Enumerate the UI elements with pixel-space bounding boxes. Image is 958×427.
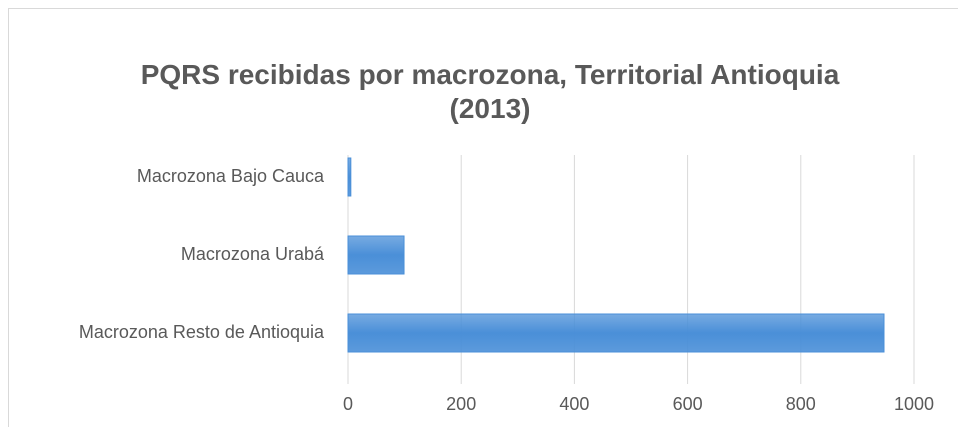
x-tick-label: 800	[786, 394, 816, 414]
x-tick-label: 600	[673, 394, 703, 414]
bar	[347, 157, 352, 197]
x-tick-label: 0	[343, 394, 353, 414]
bar	[347, 313, 885, 353]
y-tick-label: Macrozona Urabá	[181, 244, 325, 264]
y-tick-label: Macrozona Bajo Cauca	[137, 166, 325, 186]
chart-border	[8, 8, 958, 427]
x-tick-label: 200	[446, 394, 476, 414]
chart-title: PQRS recibidas por macrozona, Territoria…	[140, 59, 840, 124]
bar	[347, 235, 405, 275]
x-tick-label: 400	[559, 394, 589, 414]
x-tick-label: 1000	[894, 394, 934, 414]
y-tick-label: Macrozona Resto de Antioquia	[79, 322, 325, 342]
